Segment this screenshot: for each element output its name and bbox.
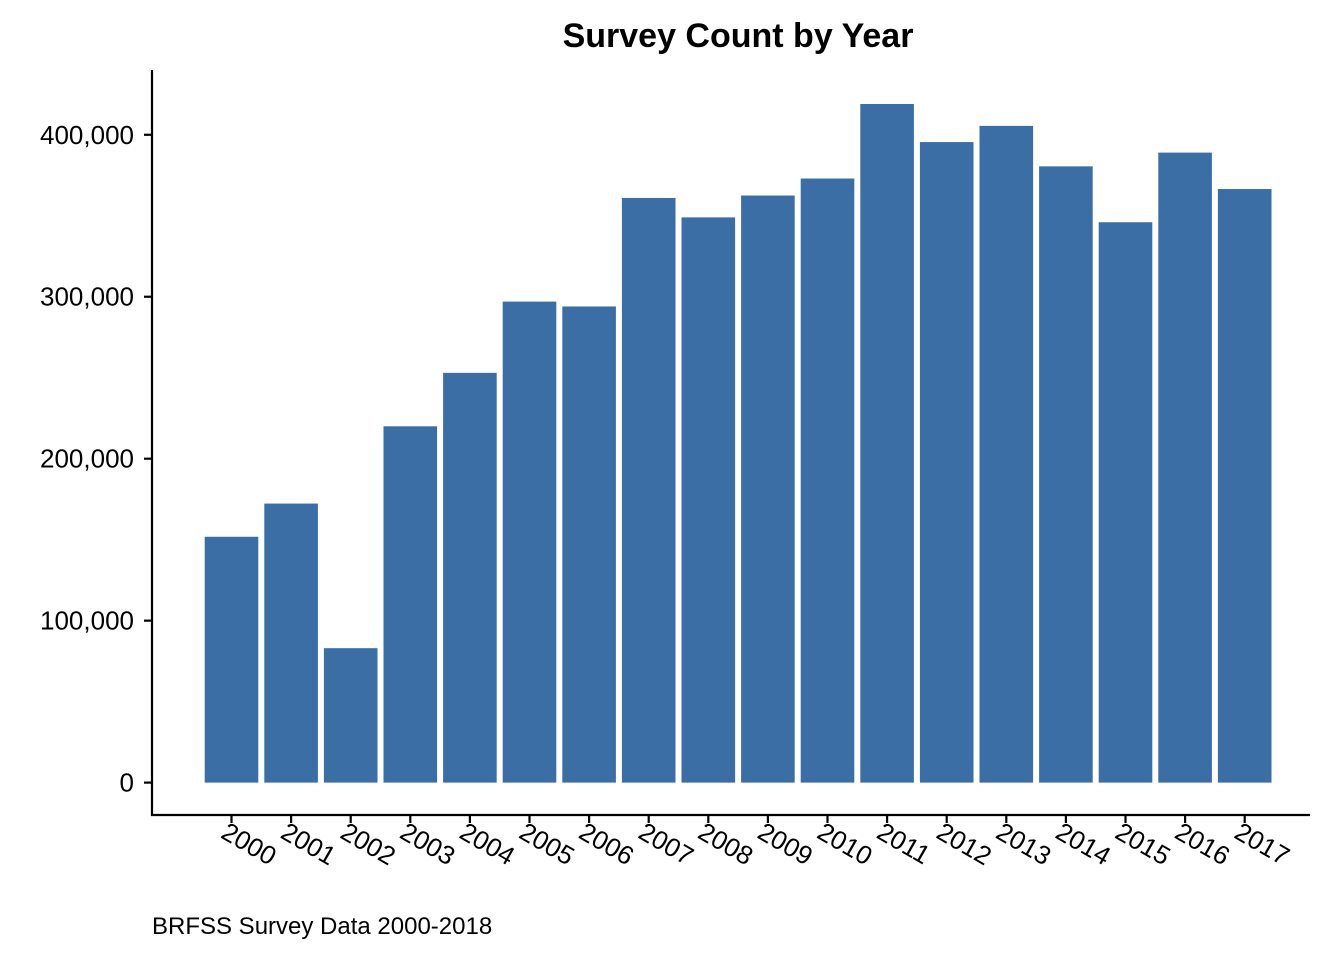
x-tick-label: 2016 bbox=[1170, 816, 1235, 871]
y-axis: 0 100,000 200,000 300,000 400,000 bbox=[40, 70, 154, 816]
bar-2011 bbox=[860, 104, 914, 783]
bar-2013 bbox=[979, 125, 1034, 783]
bar-2017 bbox=[1217, 189, 1272, 783]
x-tick-label: 2009 bbox=[753, 816, 818, 871]
x-tick-label: 2011 bbox=[872, 816, 935, 870]
bar-2012 bbox=[919, 142, 974, 783]
bar-2001 bbox=[264, 503, 318, 783]
x-tick-label: 2014 bbox=[1051, 816, 1116, 871]
x-tick-label: 2012 bbox=[932, 816, 997, 871]
x-tick-label: 2005 bbox=[515, 816, 580, 871]
x-tick-label: 2010 bbox=[813, 816, 878, 871]
x-tick-label: 2015 bbox=[1111, 816, 1176, 871]
bar-2009 bbox=[741, 195, 795, 783]
x-tick-label: 2004 bbox=[455, 816, 520, 871]
chart-title: Survey Count by Year bbox=[563, 17, 914, 55]
bar-2007 bbox=[621, 197, 676, 783]
bar-2010 bbox=[800, 178, 855, 783]
bar-2003 bbox=[383, 426, 438, 783]
y-tick-label: 200,000 bbox=[40, 444, 134, 474]
x-tick-label: 2007 bbox=[634, 816, 699, 871]
chart-caption: BRFSS Survey Data 2000-2018 bbox=[152, 913, 492, 940]
x-tick-label: 2001 bbox=[276, 816, 341, 871]
bar-2005 bbox=[502, 301, 557, 783]
bar-2000 bbox=[204, 536, 259, 783]
y-tick-label: 100,000 bbox=[40, 606, 134, 636]
x-tick-label: 2006 bbox=[574, 816, 639, 871]
x-tick-label: 2008 bbox=[693, 816, 758, 871]
x-axis: 2000200120022003200420052006200720082009… bbox=[151, 813, 1310, 871]
x-tick-label: 2003 bbox=[395, 816, 460, 871]
y-tick-label: 0 bbox=[120, 768, 134, 798]
x-tick-label: 2002 bbox=[336, 816, 401, 871]
bar-2004 bbox=[443, 372, 497, 783]
bar-2002 bbox=[323, 648, 378, 783]
x-tick-label: 2000 bbox=[217, 816, 282, 871]
bar-2015 bbox=[1098, 222, 1153, 783]
bars bbox=[204, 104, 1272, 783]
x-tick-label: 2017 bbox=[1230, 816, 1295, 871]
y-tick-label: 400,000 bbox=[40, 120, 134, 150]
bar-2008 bbox=[681, 217, 736, 783]
y-tick-label: 300,000 bbox=[40, 282, 134, 312]
bar-2016 bbox=[1158, 152, 1212, 783]
bar-2006 bbox=[562, 306, 616, 783]
x-tick-label: 2013 bbox=[991, 816, 1056, 871]
bar-2014 bbox=[1039, 166, 1093, 783]
